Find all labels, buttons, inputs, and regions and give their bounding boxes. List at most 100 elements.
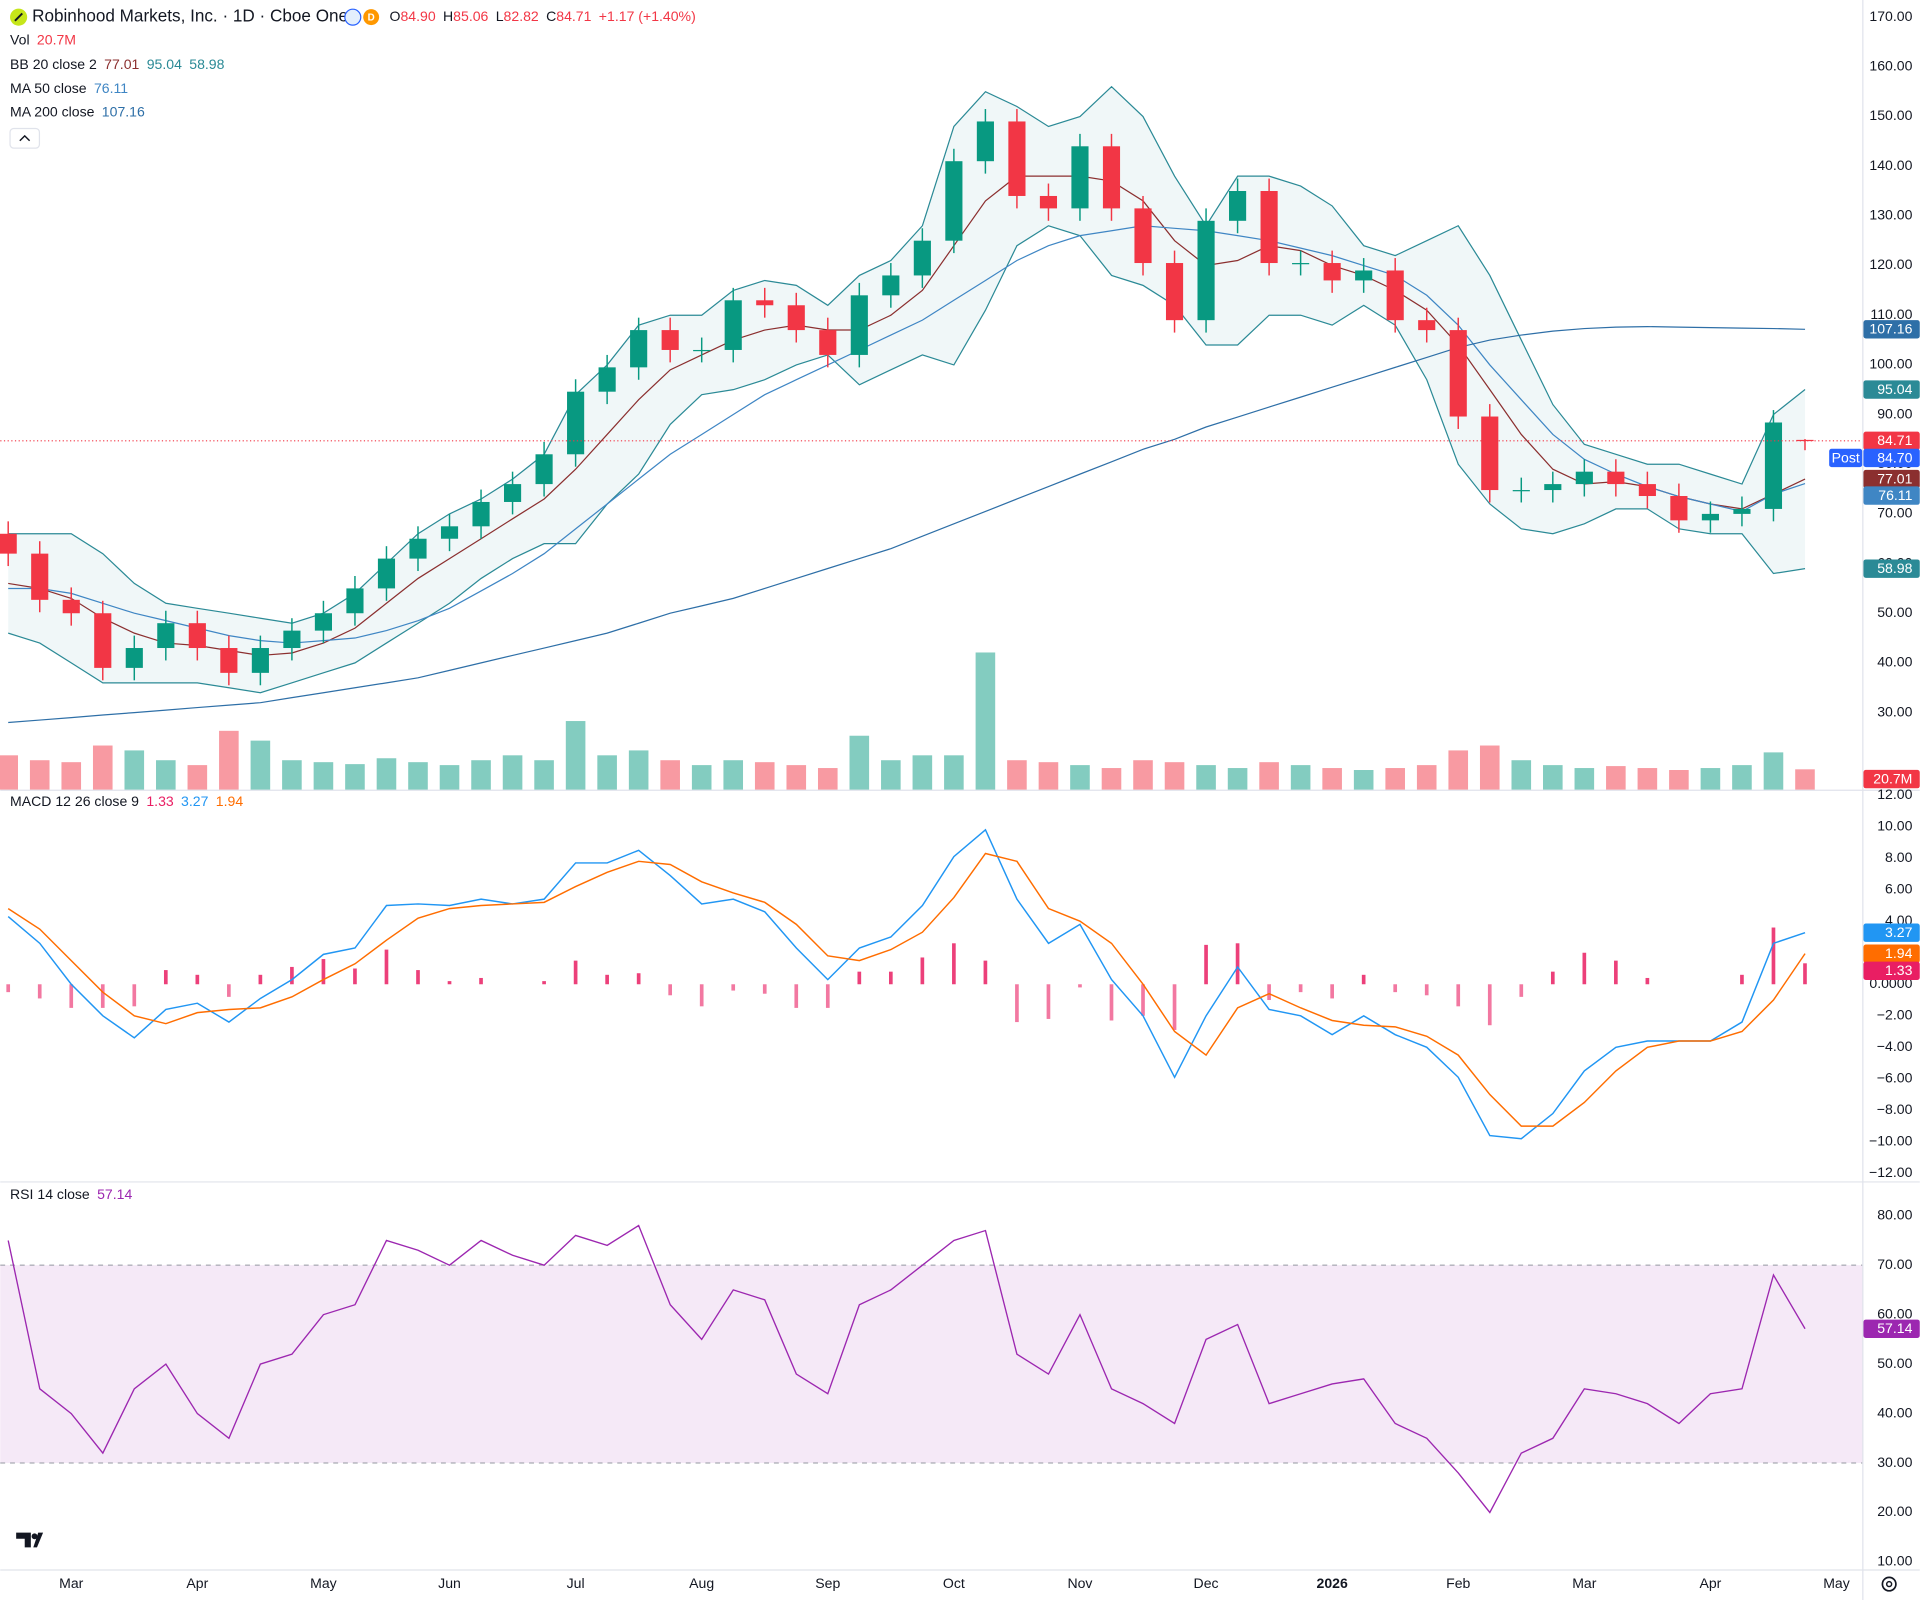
candle-body: [31, 553, 49, 600]
macd-label-box: [1863, 923, 1920, 942]
volume-bar: [912, 755, 933, 790]
x-tick-label: May: [1823, 1575, 1850, 1591]
y-tick-label: 6.00: [1885, 880, 1913, 896]
volume-bar: [1007, 760, 1027, 790]
indicator-legend: MA 50 close 76.11: [10, 79, 128, 95]
candle-body: [1165, 263, 1184, 321]
candle-body: [125, 648, 143, 668]
volume-bar: [92, 745, 113, 790]
y-tick-label: 8.00: [1885, 849, 1913, 865]
candle-body: [1670, 496, 1688, 521]
moving-average: [8, 325, 1806, 724]
rsi-legend: RSI 14 close 57.14: [10, 1186, 132, 1202]
indicator-legend: MA 200 close 107.16: [10, 103, 145, 119]
candle-body: [598, 367, 616, 392]
collapse-legend-button[interactable]: [9, 127, 41, 149]
volume-bar: [754, 762, 775, 790]
candle-body: [94, 613, 112, 668]
rsi-label-box: [1863, 1319, 1920, 1338]
volume-bar: [29, 760, 50, 790]
candle-body: [1039, 195, 1058, 209]
y-tick-label: 150.00: [1869, 107, 1912, 123]
legend-value: 1.94: [216, 793, 244, 809]
y-tick-label: 160.00: [1869, 58, 1912, 74]
candle-body: [1386, 270, 1404, 321]
candle-body: [1512, 490, 1530, 492]
y-tick-label: 60.00: [1877, 1305, 1912, 1321]
volume-bar: [1259, 762, 1279, 790]
delay-badge-text: D: [368, 12, 375, 23]
bb-lower-label: 58.98: [1877, 560, 1912, 576]
candle-body: [346, 588, 364, 614]
candle-body: [1575, 471, 1593, 485]
settings-button[interactable]: [1881, 1576, 1897, 1592]
y-tick-label: 70.00: [1877, 1256, 1912, 1272]
x-tick-label: Apr: [1699, 1575, 1721, 1591]
volume-bar: [1637, 768, 1658, 790]
x-tick-label: Nov: [1067, 1575, 1092, 1591]
signal-label-box: [1863, 944, 1920, 963]
volume-bar: [1448, 750, 1469, 790]
histogram-label: 1.33: [1885, 962, 1913, 978]
legend-value: 3.27: [181, 793, 209, 809]
tradingview-logo[interactable]: [16, 1532, 44, 1548]
volume-bar: [250, 740, 271, 790]
volume-bar: [975, 652, 996, 790]
x-tick-label: 2026: [1317, 1575, 1348, 1591]
volume-label: 20.7M: [1873, 770, 1912, 786]
candle-body: [314, 613, 332, 631]
candle-body: [976, 121, 994, 162]
plot-layers: 30.00 40.00 50.00 60.00 70.00 80.00 90.00 100.0…: [0, 8, 1920, 1591]
volume-bar: [156, 760, 176, 790]
symbol-logo-mark: [14, 12, 23, 22]
legend-value: 1.33: [146, 793, 174, 809]
candle-body: [440, 526, 459, 539]
legend-name: MACD 12 26 close 9: [10, 793, 139, 809]
candle-body: [1355, 270, 1373, 281]
volume-bar: [1133, 760, 1153, 790]
histogram-label-box: [1863, 961, 1920, 981]
y-tick-label: 30.00: [1877, 703, 1912, 719]
settings-icon: [1881, 1576, 1897, 1592]
ohlc-value: 82.82: [504, 8, 539, 24]
y-tick-label: −12.00: [1869, 1164, 1913, 1180]
status-icon[interactable]: [344, 8, 362, 26]
candle-body: [1229, 191, 1247, 221]
y-tick-label: 20.00: [1877, 1503, 1912, 1519]
candle-body: [1544, 484, 1562, 491]
candle-body: [913, 240, 931, 276]
legend-value: 20.7M: [37, 31, 76, 47]
volume-bar: [1543, 765, 1563, 790]
delay-badge[interactable]: [363, 9, 380, 26]
legend-name: MA 200 close: [10, 103, 95, 119]
bollinger-fill: [8, 86, 1806, 693]
post-price-label-box: [1863, 448, 1920, 468]
ma-label-box: [1863, 320, 1920, 339]
y-tick-label: 10.00: [1877, 817, 1912, 833]
legend-name: Vol: [10, 31, 30, 47]
candle-body: [1418, 320, 1436, 331]
candle-body: [1481, 416, 1499, 491]
legend-value: 58.98: [189, 56, 224, 72]
volume-bar: [1290, 765, 1311, 790]
settings-icon: [1885, 1580, 1893, 1588]
indicator-legend: BB 20 close 2 77.01 95.04 58.98: [10, 56, 225, 72]
x-tick-label: Apr: [186, 1575, 208, 1591]
volume-bar: [0, 755, 18, 790]
volume-bar: [282, 760, 302, 790]
candle-body: [724, 300, 742, 350]
rsi-band: [0, 1265, 1863, 1464]
y-tick-label: 70.00: [1877, 505, 1912, 521]
macd-label: 3.27: [1885, 924, 1913, 940]
volume-bar: [471, 760, 491, 790]
bollinger-basis: [8, 175, 1806, 657]
x-tick-label: Sep: [815, 1575, 840, 1591]
candle-body: [630, 330, 648, 368]
macd-legend: MACD 12 26 close 9 1.33 3.27 1.94: [10, 793, 243, 809]
candle-body: [1607, 471, 1625, 485]
y-tick-label: 90.00: [1877, 405, 1912, 421]
candle-body: [1008, 121, 1026, 196]
volume-label-box: [1863, 769, 1920, 789]
candle-body: [377, 558, 396, 589]
